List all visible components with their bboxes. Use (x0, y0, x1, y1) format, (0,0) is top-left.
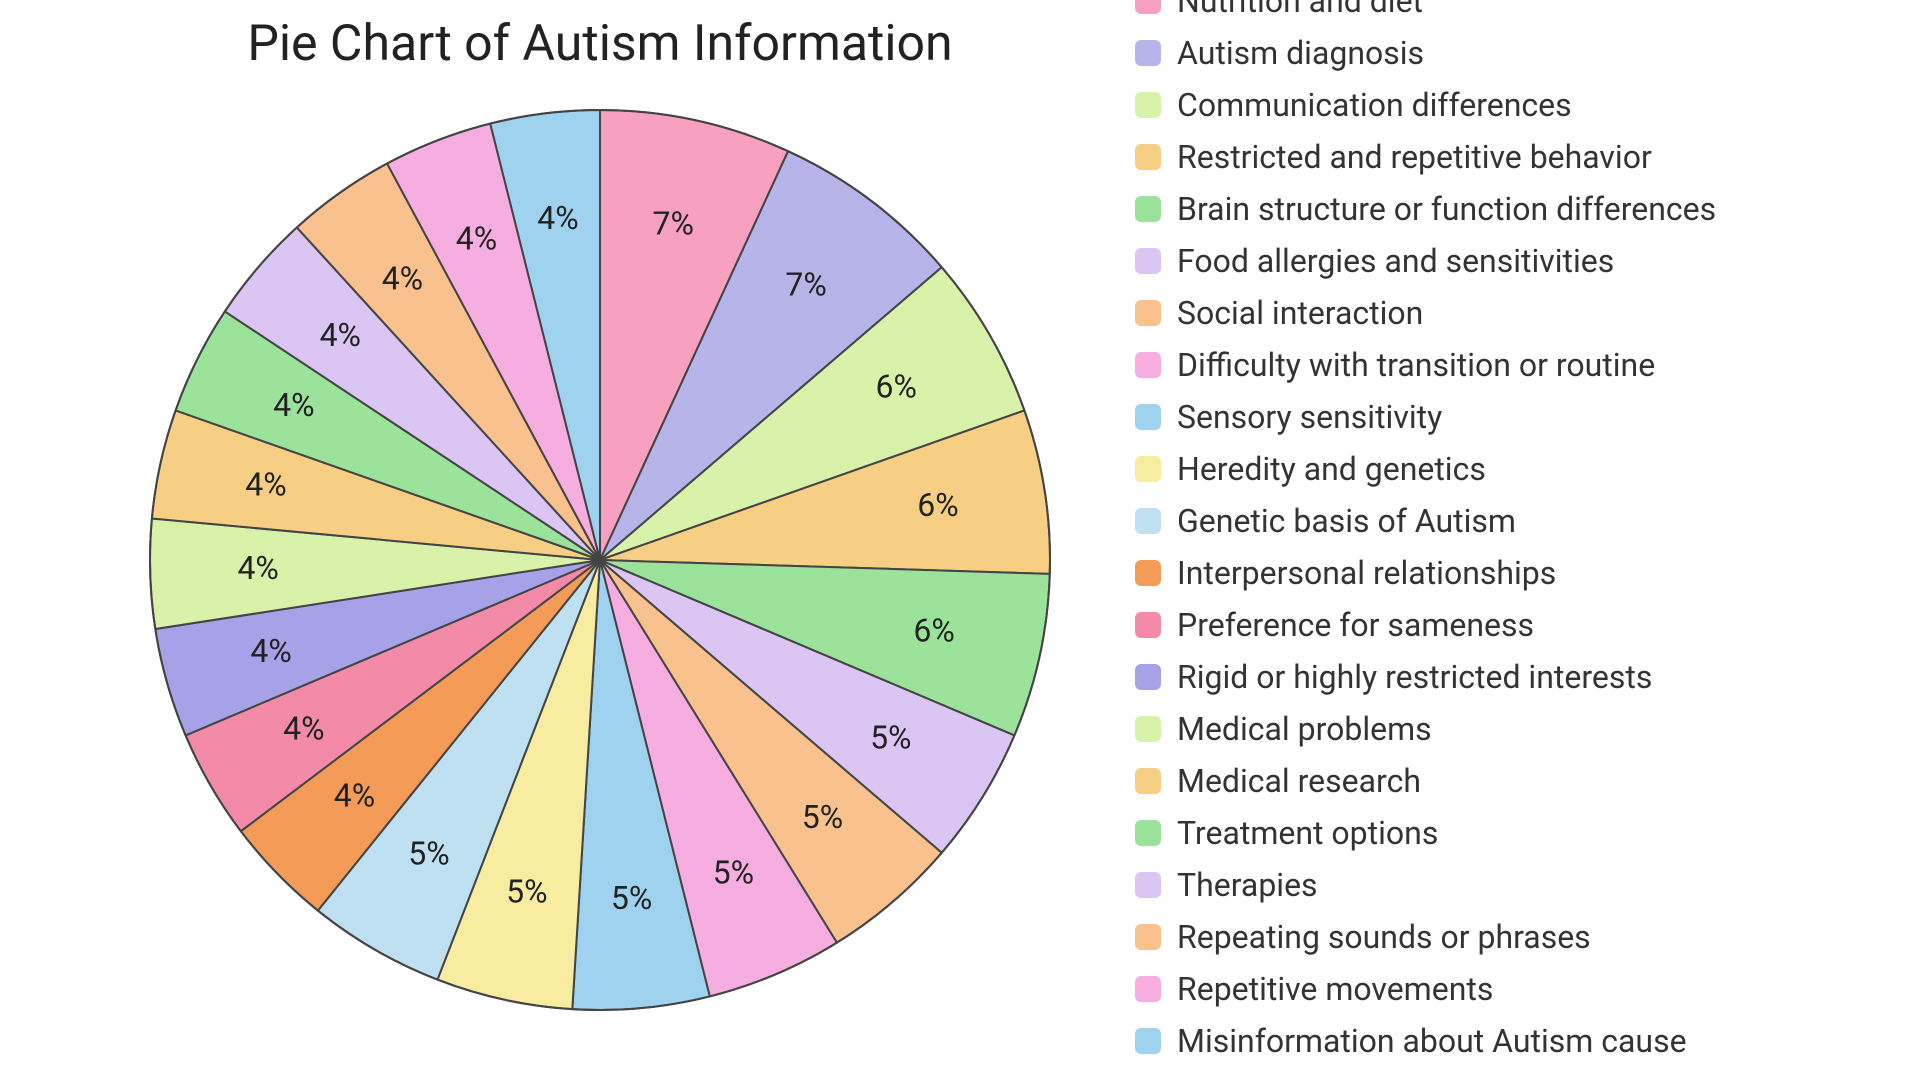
pie-slice-label: 6% (875, 367, 916, 405)
legend-item: Brain structure or function differences (1135, 183, 1895, 235)
pie-slice-label: 5% (408, 835, 449, 873)
legend-swatch (1135, 716, 1161, 742)
legend-item: Autism diagnosis (1135, 27, 1895, 79)
legend-label: Repetitive movements (1177, 970, 1493, 1008)
legend-swatch (1135, 144, 1161, 170)
legend-swatch (1135, 612, 1161, 638)
legend-swatch (1135, 248, 1161, 274)
legend-label: Medical research (1177, 762, 1421, 800)
pie-slice-label: 4% (283, 709, 324, 747)
legend-item: Sensory sensitivity (1135, 391, 1895, 443)
pie-slice-label: 5% (713, 853, 754, 891)
legend-item: Therapies (1135, 859, 1895, 911)
legend-item: Repeating sounds or phrases (1135, 911, 1895, 963)
legend-swatch (1135, 664, 1161, 690)
legend-swatch (1135, 0, 1161, 14)
legend-label: Rigid or highly restricted interests (1177, 658, 1652, 696)
legend-label: Sensory sensitivity (1177, 398, 1442, 436)
legend-swatch (1135, 768, 1161, 794)
pie-chart: 7%7%6%6%6%5%5%5%5%5%5%4%4%4%4%4%4%4%4%4%… (140, 100, 1060, 1020)
legend-label: Genetic basis of Autism (1177, 502, 1516, 540)
pie-slice-label: 4% (237, 549, 278, 587)
legend-item: Repetitive movements (1135, 963, 1895, 1015)
legend-item: Nutrition and diet (1135, 0, 1895, 27)
legend-label: Misinformation about Autism cause (1177, 1022, 1687, 1060)
pie-slice-label: 4% (382, 259, 423, 297)
legend-swatch (1135, 196, 1161, 222)
pie-slice-label: 4% (273, 386, 314, 424)
legend-label: Communication differences (1177, 86, 1572, 124)
pie-slice-label: 4% (456, 220, 497, 258)
legend-label: Preference for sameness (1177, 606, 1534, 644)
legend-label: Medical problems (1177, 710, 1432, 748)
legend-swatch (1135, 1028, 1161, 1054)
pie-slice-label: 5% (870, 718, 911, 756)
legend-label: Brain structure or function differences (1177, 190, 1716, 228)
pie-slice-label: 5% (611, 879, 652, 917)
pie-slice-label: 4% (320, 316, 361, 354)
legend-swatch (1135, 872, 1161, 898)
pie-slice-label: 4% (245, 465, 286, 503)
legend-label: Interpersonal relationships (1177, 554, 1556, 592)
pie-slice-label: 4% (537, 199, 578, 237)
pie-slice-label: 4% (250, 632, 291, 670)
chart-title: Pie Chart of Autism Information (0, 15, 1200, 73)
legend-item: Difficulty with transition or routine (1135, 339, 1895, 391)
legend-swatch (1135, 924, 1161, 950)
legend-swatch (1135, 456, 1161, 482)
legend-item: Treatment options (1135, 807, 1895, 859)
pie-slice-label: 7% (785, 266, 826, 304)
legend-item: Restricted and repetitive behavior (1135, 131, 1895, 183)
legend-swatch (1135, 300, 1161, 326)
legend-label: Therapies (1177, 866, 1318, 904)
legend-swatch (1135, 40, 1161, 66)
legend-item: Rigid or highly restricted interests (1135, 651, 1895, 703)
legend-item: Communication differences (1135, 79, 1895, 131)
legend-label: Social interaction (1177, 294, 1423, 332)
legend-item: Preference for sameness (1135, 599, 1895, 651)
pie-slice-label: 6% (917, 486, 958, 524)
legend-label: Food allergies and sensitivities (1177, 242, 1614, 280)
legend-swatch (1135, 820, 1161, 846)
chart-legend: Nutrition and diet Autism diagnosis Commun… (1135, 0, 1895, 1067)
legend-item: Medical research (1135, 755, 1895, 807)
legend-swatch (1135, 560, 1161, 586)
legend-swatch (1135, 508, 1161, 534)
pie-slice-label: 4% (334, 777, 375, 815)
legend-item: Genetic basis of Autism (1135, 495, 1895, 547)
legend-swatch (1135, 976, 1161, 1002)
legend-label: Difficulty with transition or routine (1177, 346, 1655, 384)
pie-slice-label: 5% (506, 873, 547, 911)
legend-label: Nutrition and diet (1177, 0, 1423, 20)
legend-swatch (1135, 404, 1161, 430)
legend-item: Heredity and genetics (1135, 443, 1895, 495)
pie-slice-label: 6% (913, 612, 954, 650)
legend-label: Autism diagnosis (1177, 34, 1424, 72)
legend-item: Food allergies and sensitivities (1135, 235, 1895, 287)
legend-item: Interpersonal relationships (1135, 547, 1895, 599)
chart-canvas: Pie Chart of Autism Information 7% 7% 6% 6%… (0, 0, 1920, 1080)
pie-slice-label: 7% (652, 204, 693, 242)
legend-label: Treatment options (1177, 814, 1438, 852)
legend-item: Social interaction (1135, 287, 1895, 339)
legend-label: Restricted and repetitive behavior (1177, 138, 1652, 176)
legend-swatch (1135, 92, 1161, 118)
pie-slice-label: 5% (802, 798, 843, 836)
legend-item: Misinformation about Autism cause (1135, 1015, 1895, 1067)
legend-swatch (1135, 352, 1161, 378)
legend-label: Heredity and genetics (1177, 450, 1486, 488)
legend-label: Repeating sounds or phrases (1177, 918, 1591, 956)
legend-item: Medical problems (1135, 703, 1895, 755)
